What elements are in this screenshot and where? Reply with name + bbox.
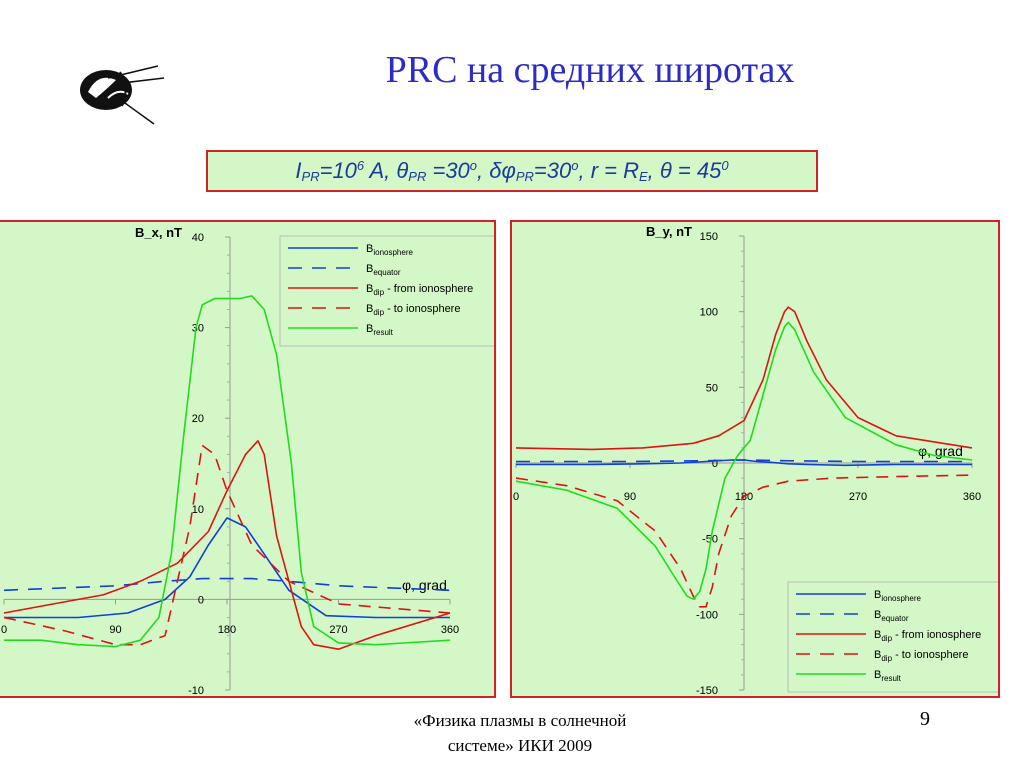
- footer-line-1: «Физика плазмы в солнечной: [413, 711, 627, 730]
- series-line-result: [515, 321, 973, 601]
- legend-label: Bresult: [874, 669, 902, 683]
- y-tick-label: 0: [198, 594, 204, 606]
- footer-caption: «Физика плазмы в солнечной системе» ИКИ …: [390, 708, 650, 758]
- y-axis-label: B_x, nT: [135, 225, 182, 240]
- page-number: 9: [920, 708, 930, 730]
- series-line-equator: [3, 577, 451, 592]
- x-tick-label: 0: [513, 491, 519, 503]
- by-chart-panel: -150 -100 -50 0 50 100 150 0 90 180 270 360 B_y, nT φ…: [510, 220, 1000, 698]
- x-tick-label: 180: [218, 624, 236, 636]
- legend-label: Bdip - to ionosphere: [366, 303, 460, 317]
- legend-label: Bresult: [366, 323, 394, 337]
- legend-label: Bionosphere: [366, 243, 413, 257]
- parameters-text: IPR=106 A, θPR =30o, δφPR=30o, r = RE, θ…: [295, 158, 729, 184]
- y-tick-label: 100: [700, 307, 718, 319]
- legend-label: Bdip - to ionosphere: [874, 649, 968, 663]
- legend-label: Bequator: [874, 609, 909, 623]
- iki-logo-icon: [80, 65, 165, 125]
- y-tick-label: 0: [712, 458, 718, 470]
- series-line-dip_from: [515, 306, 973, 451]
- x-tick-label: 360: [963, 491, 981, 503]
- legend-label: Bdip - from ionosphere: [366, 283, 473, 297]
- slide-title: PRC на средних широтах: [385, 49, 795, 91]
- y-tick-label: -150: [696, 685, 718, 696]
- series-line-result: [4, 295, 451, 648]
- legend-label: Bequator: [366, 263, 401, 277]
- legend-label: Bdip - from ionosphere: [874, 629, 981, 643]
- footer-line-2: системе» ИКИ 2009: [447, 736, 593, 755]
- series-line-dip_from: [3, 440, 451, 651]
- series-line-equator: [516, 459, 972, 463]
- x-tick-label: 90: [109, 624, 121, 636]
- series-line-dip_to: [515, 474, 973, 608]
- y-tick-label: 150: [700, 231, 718, 243]
- series-line-ionosphere: [516, 459, 972, 467]
- y-tick-label: -10: [188, 685, 204, 696]
- y-tick-label: 20: [192, 413, 204, 425]
- x-tick-label: 360: [441, 624, 459, 636]
- x-tick-label: 90: [624, 491, 636, 503]
- y-axis-label: B_y, nT: [646, 224, 692, 239]
- y-tick-label: -100: [696, 609, 718, 621]
- x-axis-label: φ, grad: [918, 443, 963, 459]
- bx-chart-panel: -10 0 10 20 30 40 0 90 180 270 360 B_x, nT φ, grad Bi…: [0, 220, 496, 698]
- y-tick-label: 40: [192, 232, 204, 244]
- x-tick-label: 0: [1, 624, 7, 636]
- y-tick-label: 50: [706, 382, 718, 394]
- x-tick-label: 270: [849, 491, 867, 503]
- legend-label: Bionosphere: [874, 589, 921, 603]
- series-line-ionosphere: [4, 517, 450, 619]
- y-tick-label: -50: [702, 534, 718, 546]
- y-tick-label: 10: [192, 504, 204, 516]
- x-tick-label: 270: [329, 624, 347, 636]
- parameters-box: IPR=106 A, θPR =30o, δφPR=30o, r = RE, θ…: [206, 150, 818, 192]
- y-tick-label: 30: [192, 323, 204, 335]
